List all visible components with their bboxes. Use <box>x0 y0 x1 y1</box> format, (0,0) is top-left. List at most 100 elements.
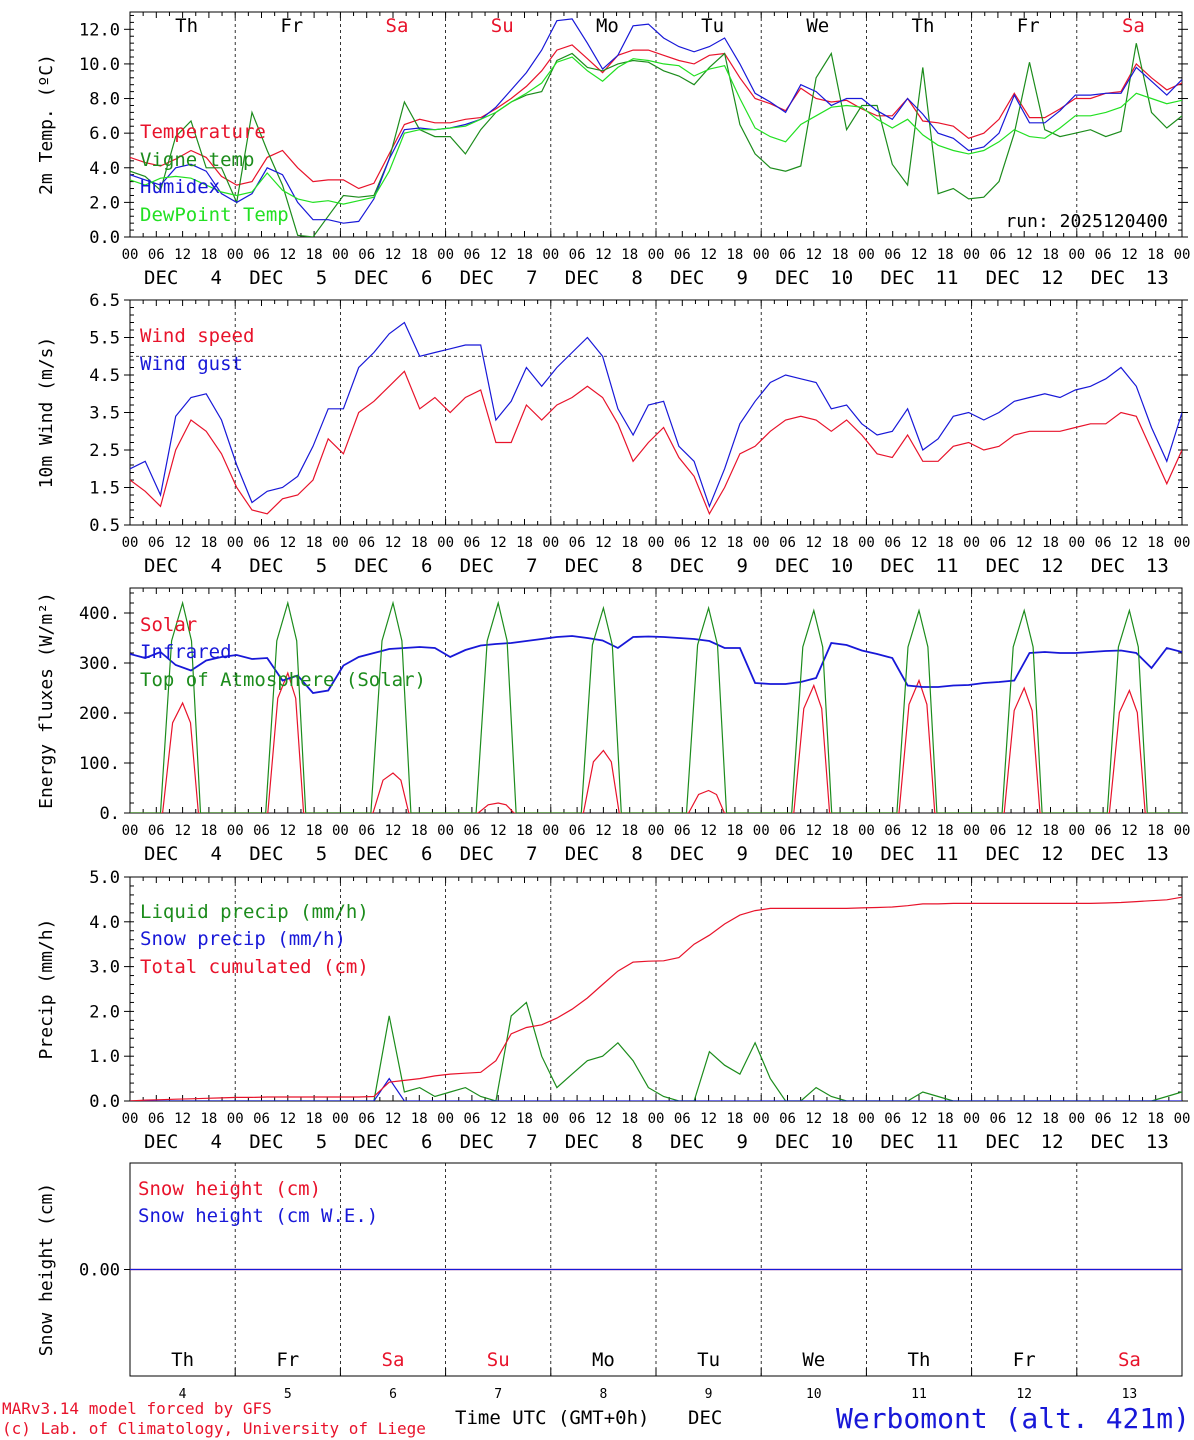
credit-line-2: (c) Lab. of Climatology, University of L… <box>2 1419 426 1438</box>
y-axis-title: 2m Temp. (ºC) <box>36 54 57 195</box>
weekday-label: Th <box>912 15 935 37</box>
date-label: 13 <box>1146 555 1169 577</box>
hour-tick-label: 00 <box>1068 823 1085 839</box>
weekday-label: Sa <box>386 15 409 37</box>
month-label: DEC <box>565 555 599 577</box>
date-label: 10 <box>830 555 853 577</box>
hour-tick-label: 06 <box>253 823 270 839</box>
y-tick-label: 5.5 <box>89 329 120 349</box>
month-label: DEC <box>670 843 704 865</box>
hour-tick-label: 00 <box>437 823 454 839</box>
date-label: 6 <box>421 267 432 289</box>
date-label: 8 <box>599 1387 607 1402</box>
month-label: DEC <box>144 843 178 865</box>
hour-tick-label: 00 <box>1068 535 1085 551</box>
x-axis-title: Time UTC (GMT+0h) <box>455 1407 649 1429</box>
month-label: DEC <box>1091 1131 1125 1153</box>
series-group <box>130 896 1182 1101</box>
weekday-label: Tu <box>697 1349 720 1371</box>
hour-tick-label: 18 <box>621 823 638 839</box>
date-label: 7 <box>526 267 537 289</box>
plot-frame <box>129 587 1183 814</box>
hour-tick-label: 06 <box>358 1111 375 1127</box>
hour-tick-label: 06 <box>253 247 270 263</box>
date-label: 10 <box>830 1131 853 1153</box>
hour-tick-label: 06 <box>1095 247 1112 263</box>
station-name: Werbomont (alt. 421m) <box>836 1402 1190 1435</box>
month-label: DEC <box>986 1131 1020 1153</box>
hour-tick-label: 00 <box>963 247 980 263</box>
hour-tick-label: 18 <box>516 823 533 839</box>
y-tick-label: 8.0 <box>89 90 120 110</box>
hour-tick-label: 18 <box>832 535 849 551</box>
weekday-label: Mo <box>592 1349 615 1371</box>
date-label: 4 <box>211 267 222 289</box>
hour-tick-label: 06 <box>569 247 586 263</box>
weekday-label: We <box>806 15 829 37</box>
hour-tick-label: 06 <box>674 535 691 551</box>
hour-tick-label: 18 <box>411 535 428 551</box>
date-label: 4 <box>179 1387 187 1402</box>
weekday-label: Fr <box>276 1349 299 1371</box>
month-label: DEC <box>986 267 1020 289</box>
hour-tick-label: 00 <box>648 823 665 839</box>
hour-tick-label: 12 <box>279 823 296 839</box>
hour-tick-label: 12 <box>595 247 612 263</box>
y-tick-label: 0. <box>100 804 120 824</box>
hour-tick-label: 18 <box>1147 823 1164 839</box>
weekday-label: Th <box>908 1349 931 1371</box>
date-label: 5 <box>316 843 327 865</box>
hour-tick-label: 18 <box>937 247 954 263</box>
hour-tick-label: 00 <box>542 823 559 839</box>
hour-tick-label: 12 <box>805 823 822 839</box>
date-label: 10 <box>830 843 853 865</box>
hour-tick-label: 06 <box>358 247 375 263</box>
date-label: 7 <box>494 1387 502 1402</box>
hour-tick-label: 18 <box>516 247 533 263</box>
hour-tick-label: 12 <box>911 1111 928 1127</box>
month-label: DEC <box>880 267 914 289</box>
series-group <box>130 600 1182 813</box>
hour-tick-label: 00 <box>1068 1111 1085 1127</box>
y-tick-label: 300. <box>79 654 120 674</box>
x-axis-title-month: DEC <box>688 1407 722 1429</box>
date-label: 5 <box>316 267 327 289</box>
month-label: DEC <box>1091 843 1125 865</box>
hour-tick-label: 00 <box>227 535 244 551</box>
hour-tick-label: 00 <box>963 1111 980 1127</box>
hour-tick-label: 12 <box>490 823 507 839</box>
hour-tick-label: 12 <box>385 247 402 263</box>
plot-frame <box>129 299 1183 526</box>
hour-tick-label: 06 <box>674 247 691 263</box>
month-label: DEC <box>775 843 809 865</box>
weekday-label: Fr <box>1017 15 1040 37</box>
hour-tick-label: 06 <box>569 535 586 551</box>
y-tick-label: 1.0 <box>89 1047 120 1067</box>
y-tick-label: 4.0 <box>89 913 120 933</box>
date-label: 12 <box>1016 1387 1032 1402</box>
legend-item: Vigne temp <box>140 149 254 171</box>
hour-tick-label: 18 <box>411 1111 428 1127</box>
y-tick-label: 5.0 <box>89 868 120 888</box>
legend-item: Solar <box>140 614 197 636</box>
y-tick-label: 3.5 <box>89 404 120 424</box>
date-label: 5 <box>316 1131 327 1153</box>
hour-tick-label: 12 <box>805 1111 822 1127</box>
hour-tick-label: 00 <box>122 535 139 551</box>
y-tick-label: 200. <box>79 704 120 724</box>
y-tick-label: 0.5 <box>89 516 120 536</box>
hour-tick-label: 06 <box>1095 535 1112 551</box>
hour-tick-label: 18 <box>1147 247 1164 263</box>
weekday-label: Tu <box>701 15 724 37</box>
hour-tick-label: 00 <box>542 1111 559 1127</box>
date-label: 11 <box>911 1387 927 1402</box>
date-label: 10 <box>830 267 853 289</box>
month-label: DEC <box>249 555 283 577</box>
month-label: DEC <box>354 843 388 865</box>
hour-tick-label: 12 <box>385 1111 402 1127</box>
weekday-label: Sa <box>1118 1349 1141 1371</box>
series-group <box>130 18 1182 237</box>
hour-tick-label: 00 <box>1068 247 1085 263</box>
weekday-label: Th <box>171 1349 194 1371</box>
hour-tick-label: 18 <box>516 1111 533 1127</box>
